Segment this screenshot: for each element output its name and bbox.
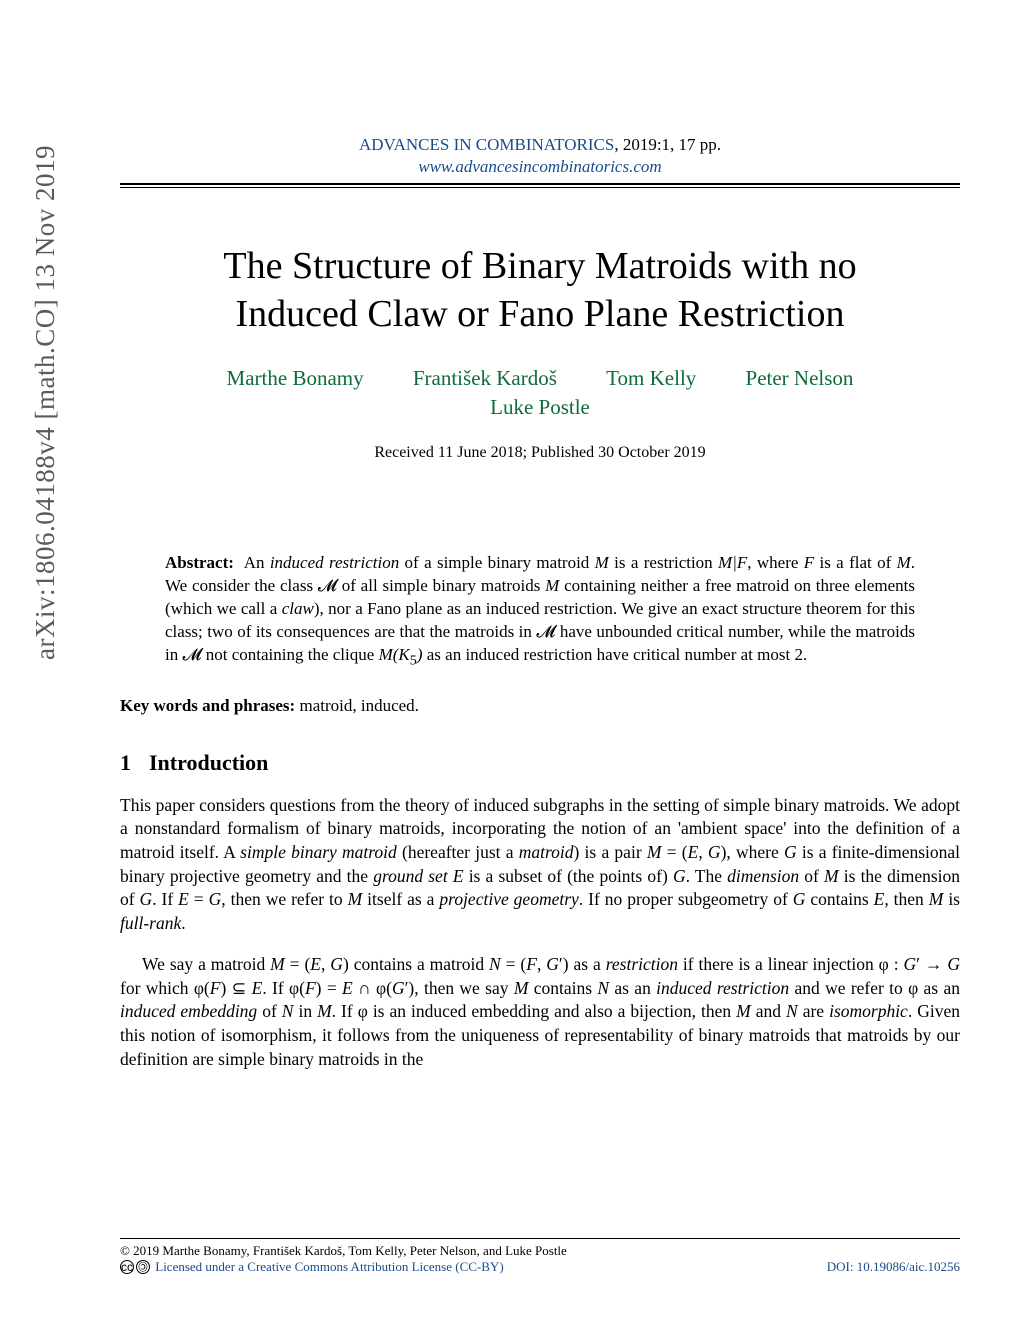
- paragraph: We say a matroid M = (E, G) contains a m…: [120, 953, 960, 1071]
- abstract: Abstract: An induced restriction of a si…: [165, 552, 915, 670]
- paragraph: This paper considers questions from the …: [120, 794, 960, 936]
- keywords-label: Key words and phrases:: [120, 696, 295, 715]
- received-published: Received 11 June 2018; Published 30 Octo…: [120, 444, 960, 462]
- journal-citation: , 2019:1, 17 pp.: [614, 135, 721, 154]
- keywords: Key words and phrases: matroid, induced.: [120, 696, 960, 716]
- header-rule-thick: [120, 183, 960, 185]
- doi-line: DOI: 10.19086/aic.10256: [827, 1259, 960, 1275]
- license-line: cc🄯 Licensed under a Creative Commons At…: [120, 1259, 504, 1275]
- authors-row-1: Marthe Bonamy František Kardoš Tom Kelly…: [120, 366, 960, 391]
- cc-icon: cc: [120, 1260, 134, 1274]
- author-link[interactable]: Marthe Bonamy: [227, 366, 364, 390]
- journal-link[interactable]: ADVANCES IN COMBINATORICS: [359, 135, 614, 154]
- arxiv-identifier: arXiv:1806.04188v4 [math.CO] 13 Nov 2019: [30, 145, 61, 660]
- section-number: 1: [120, 750, 131, 775]
- authors-row-2: Luke Postle: [120, 395, 960, 420]
- author-link[interactable]: Tom Kelly: [606, 366, 696, 390]
- abstract-label: Abstract:: [165, 553, 234, 572]
- author-link[interactable]: František Kardoš: [413, 366, 557, 390]
- journal-url-link[interactable]: www.advancesincombinatorics.com: [418, 157, 661, 176]
- journal-header: ADVANCES IN COMBINATORICS, 2019:1, 17 pp…: [120, 135, 960, 155]
- section-heading: 1 Introduction: [120, 750, 960, 776]
- paper-title: The Structure of Binary Matroids with no…: [120, 243, 960, 338]
- footer-rule: [120, 1238, 960, 1239]
- page-footer: © 2019 Marthe Bonamy, František Kardoš, …: [120, 1232, 960, 1276]
- doi-link[interactable]: DOI: 10.19086/aic.10256: [827, 1259, 960, 1274]
- journal-url: www.advancesincombinatorics.com: [120, 157, 960, 177]
- license-link[interactable]: Licensed under a Creative Commons Attrib…: [155, 1259, 503, 1274]
- section-title: Introduction: [149, 750, 268, 775]
- copyright-line: © 2019 Marthe Bonamy, František Kardoš, …: [120, 1243, 960, 1259]
- author-link[interactable]: Peter Nelson: [746, 366, 854, 390]
- header-rule-thin: [120, 187, 960, 188]
- author-link[interactable]: Luke Postle: [490, 395, 590, 419]
- by-icon: 🄯: [136, 1260, 150, 1274]
- page-content: ADVANCES IN COMBINATORICS, 2019:1, 17 pp…: [120, 135, 960, 1089]
